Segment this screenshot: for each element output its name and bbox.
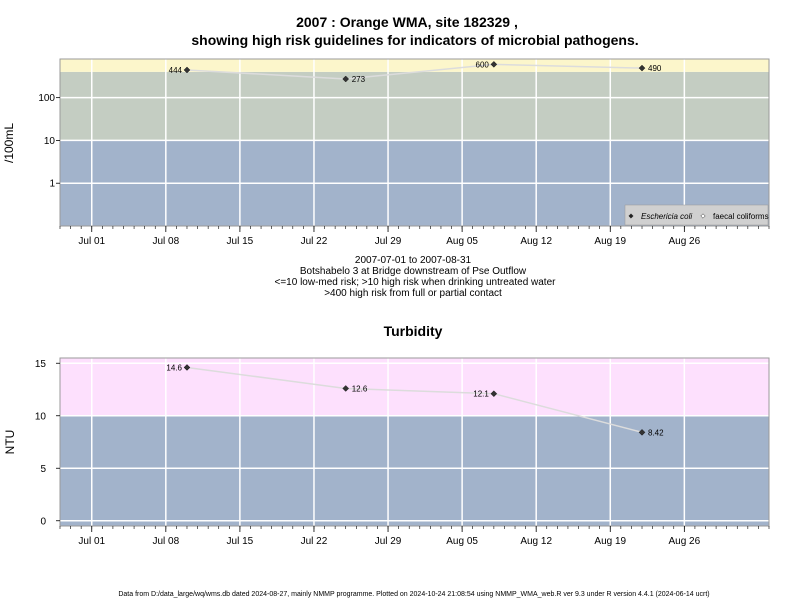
plot-frame xyxy=(59,357,770,527)
x-tick-label: Jul 15 xyxy=(227,536,254,547)
risk-band-1 xyxy=(60,358,769,416)
x-tick-label: Jul 22 xyxy=(301,536,328,547)
period-text: 2007-07-01 to 2007-08-31 xyxy=(355,255,472,266)
data-point-marker xyxy=(490,61,498,68)
legend-marker xyxy=(700,213,706,219)
guideline-contact: >400 high risk from full or partial cont… xyxy=(324,288,502,299)
y-tick-label: 5 xyxy=(40,464,46,475)
guideline-drinking: <=10 low-med risk; >10 high risk when dr… xyxy=(275,277,557,288)
x-tick-label: Aug 19 xyxy=(594,236,626,247)
data-point-label: 12.6 xyxy=(352,384,368,393)
x-tick-label: Aug 26 xyxy=(668,536,700,547)
site-description: Botshabelo 3 at Bridge downstream of Pse… xyxy=(300,266,527,277)
y-tick-label: 1 xyxy=(49,179,55,190)
data-point-label: 490 xyxy=(648,64,662,73)
data-point-label: 273 xyxy=(352,75,366,84)
series-line xyxy=(186,63,643,80)
data-point-label: 600 xyxy=(476,60,490,69)
x-tick-label: Aug 12 xyxy=(520,236,552,247)
legend-label: faecal coliforms xyxy=(713,212,769,221)
data-point-marker xyxy=(638,429,646,436)
y-tick-label: 10 xyxy=(35,411,47,422)
x-tick-label: Jul 01 xyxy=(78,236,105,247)
x-tick-label: Jul 08 xyxy=(152,236,179,247)
data-point-marker xyxy=(183,66,191,74)
y-axis-label: NTU xyxy=(3,430,17,455)
data-point-marker xyxy=(490,390,498,397)
data-point-marker xyxy=(342,75,349,83)
y-tick-label: 0 xyxy=(40,516,46,527)
x-tick-label: Aug 19 xyxy=(594,536,626,547)
x-tick-label: Aug 26 xyxy=(668,236,700,247)
x-tick-label: Aug 05 xyxy=(446,536,478,547)
y-axis-label: /100mL xyxy=(2,123,16,163)
y-tick-label: 10 xyxy=(44,136,56,147)
turbidity-panel: Jul 01 Jul 08 Jul 15 Jul 22 Jul 29 Aug 05 Aug … xyxy=(3,357,770,547)
data-point-marker xyxy=(183,364,191,371)
risk-band-1 xyxy=(60,71,769,141)
x-tick-label: Jul 15 xyxy=(227,236,254,247)
x-tick-label: Jul 29 xyxy=(375,236,402,247)
x-tick-label: Jul 01 xyxy=(78,536,105,547)
legend-box xyxy=(624,204,769,226)
data-point-label: 444 xyxy=(169,66,183,75)
risk-band-0 xyxy=(60,415,769,526)
legend-marker xyxy=(628,213,634,219)
turbidity-title: Turbidity xyxy=(384,323,443,339)
plot-frame xyxy=(59,58,770,227)
chart-title-line2: showing high risk guidelines for indicat… xyxy=(191,32,638,48)
legend: Eschericia coli faecal coliforms xyxy=(624,204,769,226)
x-tick-label: Jul 22 xyxy=(301,236,328,247)
y-tick-label: 100 xyxy=(38,93,55,104)
ecoli-panel: Jul 01 Jul 08 Jul 15 Jul 22 Jul 29 Aug 05 Aug … xyxy=(2,58,770,247)
data-point-marker xyxy=(638,64,646,72)
footer-text: Data from D:/data_large/wq/wms.db dated … xyxy=(118,591,709,598)
legend-label: Eschericia coli xyxy=(641,212,692,221)
chart-title-line1: 2007 : Orange WMA, site 182329 , xyxy=(296,14,518,30)
x-tick-label: Jul 08 xyxy=(152,536,179,547)
x-tick-label: Aug 12 xyxy=(520,536,552,547)
data-point-label: 12.1 xyxy=(473,390,489,399)
data-point-label: 8.42 xyxy=(648,428,664,437)
y-tick-label: 15 xyxy=(35,359,47,370)
data-point-label: 14.6 xyxy=(166,363,182,372)
x-tick-label: Jul 29 xyxy=(375,536,402,547)
x-tick-label: Aug 05 xyxy=(446,236,478,247)
data-point-marker xyxy=(342,385,349,392)
risk-band-2 xyxy=(60,59,769,72)
series-line xyxy=(186,366,643,434)
